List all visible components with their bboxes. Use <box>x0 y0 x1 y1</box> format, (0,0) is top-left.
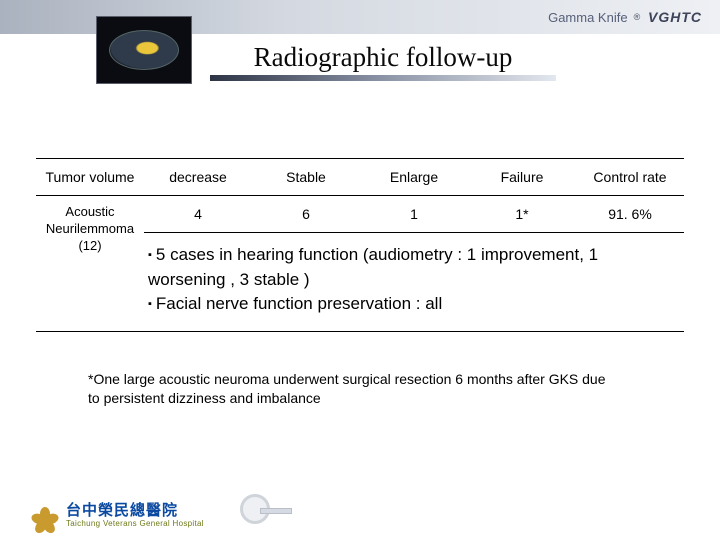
row-label-line3: (12) <box>78 238 101 253</box>
row-label-line2: Neurilemmoma <box>46 221 134 236</box>
table-value-row: Acoustic Neurilemmoma (12) 4 6 1 1* 91. … <box>36 196 684 233</box>
thumbnail-scan-image <box>96 16 192 84</box>
cell-notes: ▪ 5 cases in hearing function (audiometry… <box>144 233 684 332</box>
hospital-name-en: Taichung Veterans General Hospital <box>66 519 204 528</box>
note-line2: worsening , 3 stable ) <box>148 270 310 289</box>
page-title: Radiographic follow-up <box>210 42 556 73</box>
col-control-rate: Control rate <box>576 159 684 196</box>
cell-enlarge: 1 <box>360 196 468 233</box>
title-block: Radiographic follow-up <box>210 42 556 81</box>
col-failure: Failure <box>468 159 576 196</box>
hospital-logo-icon <box>32 501 58 527</box>
brand-registered-icon: ® <box>634 12 641 22</box>
note-line1: 5 cases in hearing function (audiometry … <box>156 245 598 264</box>
scanner-icon <box>240 494 294 524</box>
results-table: Tumor volume decrease Stable Enlarge Fai… <box>36 158 684 332</box>
brand-gamma-knife: Gamma Knife <box>548 10 627 25</box>
cell-stable: 6 <box>252 196 360 233</box>
hospital-name-block: 台中榮民總醫院 Taichung Veterans General Hospit… <box>66 499 204 528</box>
col-stable: Stable <box>252 159 360 196</box>
col-decrease: decrease <box>144 159 252 196</box>
footer-hospital: 台中榮民總醫院 Taichung Veterans General Hospit… <box>32 499 204 528</box>
cell-decrease: 4 <box>144 196 252 233</box>
results-table-section: Tumor volume decrease Stable Enlarge Fai… <box>36 158 684 332</box>
bullet-icon: ▪ <box>148 298 152 310</box>
table-header-row: Tumor volume decrease Stable Enlarge Fai… <box>36 159 684 196</box>
row-label-acoustic-neurilemmoma: Acoustic Neurilemmoma (12) <box>36 196 144 332</box>
title-underline <box>210 75 556 81</box>
brand-vghtc: VGHTC <box>648 9 702 25</box>
thumbnail-scan-graphic <box>109 30 179 70</box>
col-enlarge: Enlarge <box>360 159 468 196</box>
bullet-icon: ▪ <box>148 249 152 261</box>
footnote-text: *One large acoustic neuroma underwent su… <box>88 370 608 408</box>
col-tumor-volume: Tumor volume <box>36 159 144 196</box>
row-label-line1: Acoustic <box>65 204 114 219</box>
cell-control-rate: 91. 6% <box>576 196 684 233</box>
hospital-name-zh: 台中榮民總醫院 <box>66 502 178 519</box>
note-line3: Facial nerve function preservation : all <box>156 294 442 313</box>
cell-failure: 1* <box>468 196 576 233</box>
